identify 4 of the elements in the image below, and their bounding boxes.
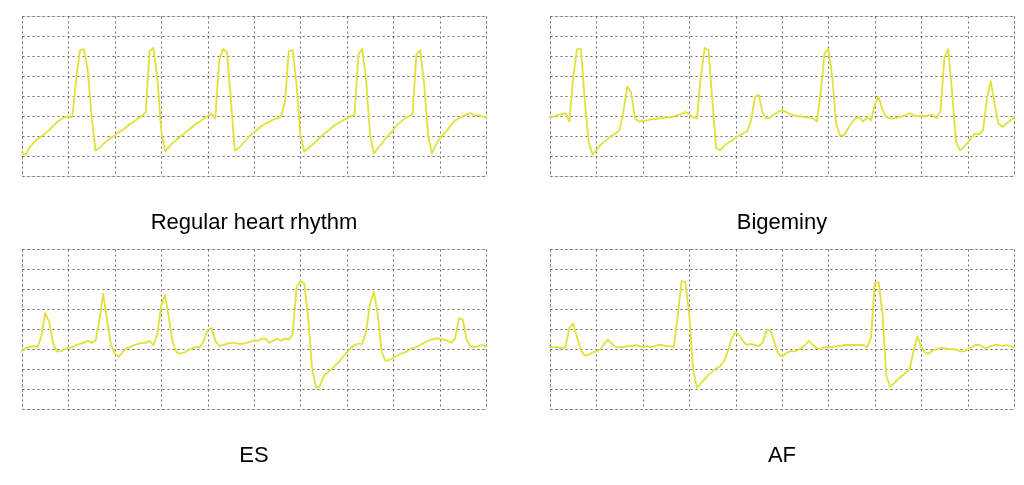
text: AF [767,442,797,467]
text: Bigeminy [736,209,828,234]
text: ES [239,442,269,467]
text: Regular heart rhythm [150,209,358,234]
